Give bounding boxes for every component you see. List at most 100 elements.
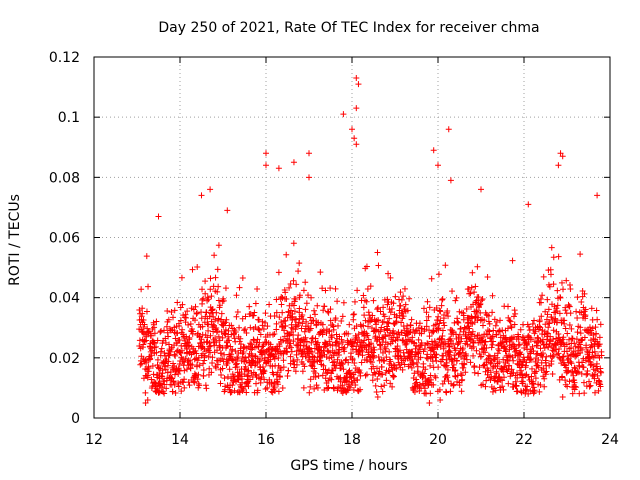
data-point	[175, 383, 182, 390]
data-point	[209, 354, 216, 361]
data-point	[185, 342, 192, 349]
data-point	[470, 352, 477, 359]
data-point	[306, 150, 312, 157]
data-point	[452, 297, 459, 304]
data-point	[520, 358, 527, 365]
data-point	[500, 374, 507, 381]
data-point	[410, 361, 417, 368]
data-point	[390, 300, 397, 307]
y-tick-label: 0	[71, 411, 80, 427]
data-point	[578, 337, 585, 344]
data-point	[220, 297, 227, 304]
data-point	[423, 323, 430, 330]
data-point	[202, 382, 209, 389]
data-point	[287, 360, 294, 367]
x-tick-label: 24	[601, 432, 619, 448]
data-point	[236, 284, 243, 291]
data-point	[200, 373, 207, 380]
data-point	[531, 317, 538, 324]
data-point	[393, 318, 400, 325]
data-point	[438, 302, 445, 309]
data-point	[549, 353, 556, 360]
data-point	[510, 357, 517, 364]
data-point	[510, 313, 517, 320]
data-point	[243, 357, 250, 364]
data-point	[424, 351, 431, 358]
data-point	[594, 338, 601, 345]
data-point	[518, 367, 525, 374]
data-point	[172, 389, 179, 396]
data-point	[450, 382, 457, 389]
data-point	[290, 277, 297, 284]
data-point	[492, 322, 499, 329]
data-point	[490, 327, 497, 334]
data-point	[527, 336, 534, 343]
data-point	[517, 326, 524, 333]
data-point	[509, 354, 516, 361]
data-point	[500, 344, 507, 351]
data-point	[178, 347, 185, 354]
data-point	[192, 303, 199, 310]
data-point	[216, 302, 223, 309]
data-point	[384, 301, 391, 308]
data-point	[260, 326, 267, 333]
data-point	[374, 393, 381, 400]
data-point	[539, 350, 546, 357]
data-point	[581, 334, 588, 341]
data-point	[282, 289, 289, 296]
data-point	[427, 390, 434, 397]
data-point	[450, 340, 457, 347]
data-point	[452, 367, 459, 374]
data-point	[353, 141, 360, 148]
data-point	[598, 369, 605, 376]
data-point	[261, 355, 268, 362]
y-tick-labels: 0 0.02 0.04 0.06 0.08 0.1 0.12	[49, 50, 80, 427]
data-point	[295, 319, 302, 326]
data-point	[383, 377, 390, 384]
data-point	[273, 320, 280, 327]
data-point	[209, 307, 216, 314]
data-point	[332, 339, 339, 346]
data-point	[378, 363, 385, 370]
data-point	[487, 353, 494, 360]
data-point	[319, 331, 326, 338]
data-point	[482, 349, 489, 356]
data-point	[228, 351, 235, 358]
data-point	[215, 242, 222, 249]
data-point	[332, 285, 339, 292]
data-point	[351, 359, 358, 366]
data-point	[154, 356, 161, 363]
data-point	[469, 269, 476, 276]
data-point	[499, 383, 506, 390]
data-point	[530, 390, 537, 397]
data-point	[596, 334, 603, 341]
data-point	[598, 352, 605, 359]
data-point	[197, 339, 204, 346]
data-point	[301, 328, 308, 335]
data-point	[536, 317, 543, 324]
data-point	[557, 150, 564, 157]
data-point	[245, 372, 252, 379]
data-point	[545, 330, 552, 337]
data-point	[229, 346, 236, 353]
data-point	[493, 331, 500, 338]
data-point	[153, 349, 160, 356]
data-point	[295, 347, 302, 354]
data-point	[163, 323, 170, 330]
data-point	[455, 339, 462, 346]
data-point	[377, 328, 384, 335]
data-point	[245, 367, 252, 374]
data-point	[211, 252, 218, 259]
data-point	[319, 321, 326, 328]
data-point	[350, 386, 357, 393]
data-point	[263, 162, 269, 169]
data-point	[550, 281, 557, 288]
data-point	[320, 307, 327, 314]
data-point	[488, 334, 495, 341]
data-point	[276, 314, 283, 321]
data-point	[477, 309, 484, 316]
data-point	[542, 371, 549, 378]
data-point	[257, 356, 264, 363]
data-point	[532, 375, 539, 382]
x-tick-label: 12	[85, 432, 103, 448]
